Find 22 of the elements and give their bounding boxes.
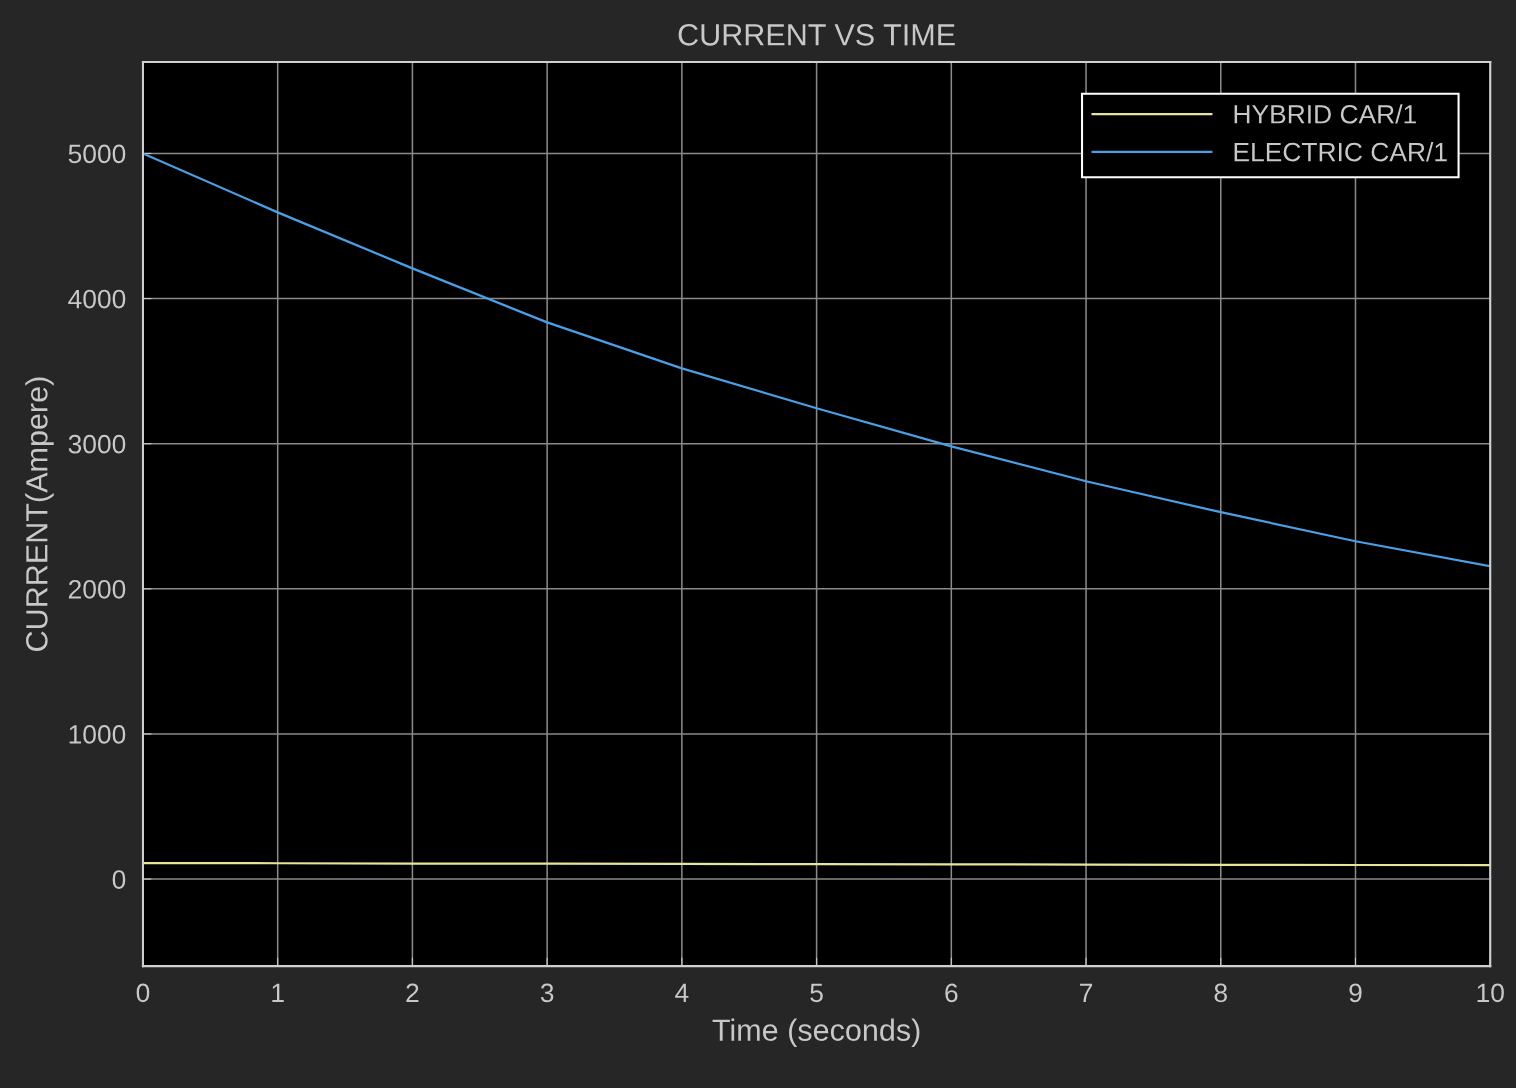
x-tick-label: 3 (540, 983, 554, 1003)
legend-label: HYBRID CAR/1 (1234, 104, 1416, 124)
x-tick-label: 4 (675, 983, 689, 1002)
x-tick-label: 2 (406, 983, 419, 1002)
x-tick-label: 1 (272, 983, 284, 1002)
x-axis-title: Time (seconds) (712, 1018, 920, 1047)
x-tick-label: 5 (810, 983, 823, 1003)
x-tick-label: 7 (1080, 983, 1093, 1002)
y-axis-title: CURRENT(Ampere) (25, 377, 54, 651)
y-tick-label: 5000 (68, 144, 126, 164)
legend-label: ELECTRIC CAR/1 (1234, 142, 1447, 162)
x-tick-label: 9 (1349, 983, 1362, 1003)
y-tick-label: 3000 (68, 434, 126, 454)
x-tick-label: 6 (945, 983, 958, 1003)
y-tick-label: 4000 (68, 289, 126, 309)
y-tick-label: 0 (112, 870, 126, 889)
x-tick-label: 10 (1477, 983, 1504, 1003)
x-tick-label: 8 (1214, 983, 1227, 1003)
y-tick-label: 1000 (69, 725, 126, 744)
y-tick-label: 2000 (68, 579, 126, 599)
x-tick-label: 0 (136, 983, 150, 1003)
chart-title: CURRENT VS TIME (678, 24, 955, 46)
